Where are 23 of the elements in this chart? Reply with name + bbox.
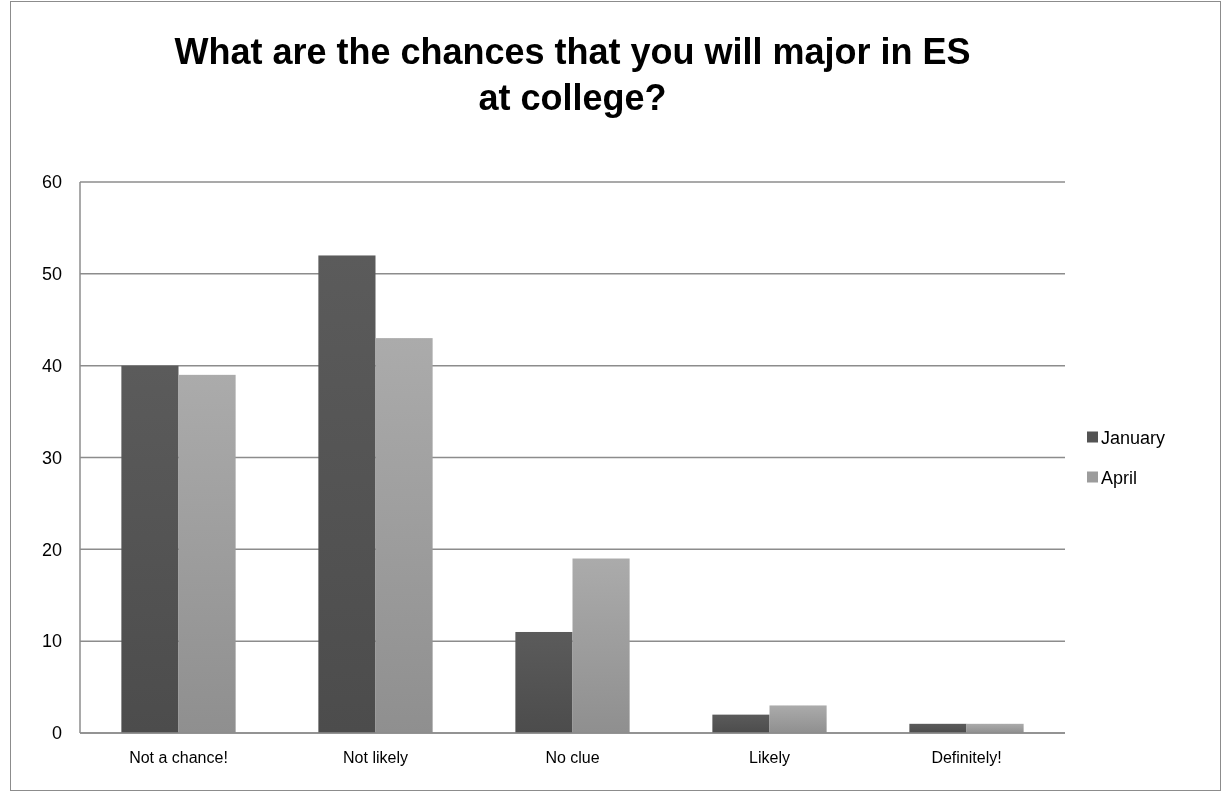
- y-tick-label: 40: [41, 355, 62, 376]
- chart-title: What are the chances that you will major in ES at college?: [174, 31, 971, 118]
- bar: [515, 631, 573, 733]
- y-tick-label: 10: [41, 631, 62, 652]
- bar: [572, 558, 630, 733]
- y-tick-label: 50: [41, 264, 62, 285]
- legend-label: April: [1101, 467, 1138, 488]
- x-tick-label: Not a chance!: [129, 749, 228, 766]
- y-tick-label: 30: [41, 447, 62, 468]
- y-tick-label: 20: [41, 539, 62, 560]
- y-tick-label: 60: [41, 172, 62, 193]
- x-tick-label: No clue: [545, 749, 600, 766]
- bar: [375, 338, 433, 733]
- x-tick-label: Likely: [749, 749, 790, 766]
- x-tick-label: Not likely: [343, 749, 408, 766]
- bar: [121, 365, 179, 733]
- bar: [318, 255, 376, 733]
- legend-label: January: [1101, 427, 1166, 448]
- bar: [712, 714, 770, 733]
- bar: [769, 705, 827, 733]
- bar: [178, 374, 236, 733]
- x-tick-label: Definitely!: [931, 749, 1002, 766]
- y-tick-label: 0: [51, 723, 62, 744]
